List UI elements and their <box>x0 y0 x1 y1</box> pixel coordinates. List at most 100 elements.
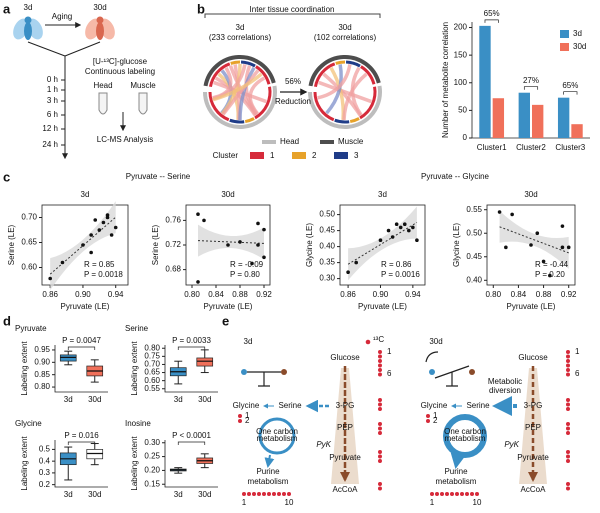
panel-label: d <box>3 313 11 328</box>
metabolite: Purine <box>444 467 468 476</box>
time-label: 12 h <box>42 124 58 133</box>
x-tick-label: 0.90 <box>373 290 389 299</box>
point <box>415 238 419 242</box>
x-tick-label: 3d <box>64 395 73 404</box>
carbon-dot <box>277 492 281 496</box>
y-axis-label: Serine (LE) <box>151 224 160 265</box>
label: [U-¹³C]-glucose <box>93 57 148 66</box>
metabolite: Serine <box>466 401 490 410</box>
point <box>411 225 415 230</box>
scale-label: 1 <box>430 498 435 507</box>
fly-head <box>96 16 104 24</box>
cluster-ring <box>254 86 272 120</box>
axis <box>54 345 108 393</box>
node <box>281 369 287 375</box>
scale-label: 1 <box>245 411 250 420</box>
bracket <box>177 346 206 350</box>
point <box>378 238 383 242</box>
point <box>541 259 546 264</box>
cluster-ring <box>229 118 245 124</box>
node <box>469 369 475 375</box>
cluster-ring <box>255 65 271 85</box>
point <box>402 222 407 226</box>
point <box>238 240 242 244</box>
carbon-dot <box>440 492 444 496</box>
point <box>109 233 114 237</box>
bar <box>518 92 530 138</box>
x-tick-label: Cluster2 <box>516 143 546 152</box>
point <box>93 218 98 222</box>
regression-line <box>499 226 569 254</box>
point <box>529 243 533 247</box>
bracket <box>484 19 499 23</box>
chart-title: Glycine <box>15 419 42 428</box>
tracer-dot <box>365 339 371 345</box>
chart-title: Pyruvate -- Glycine <box>421 172 490 181</box>
carbon-dot <box>470 492 474 496</box>
carbon-dot <box>378 486 382 491</box>
cycle-label: One carbon <box>256 427 298 436</box>
point <box>346 270 350 275</box>
metabolite: PEP <box>525 423 541 432</box>
y-tick-label: 0.80 <box>144 343 160 352</box>
label: (102 correlations) <box>314 33 377 42</box>
tube <box>138 92 148 115</box>
point <box>113 225 118 230</box>
scale-label: 2 <box>433 416 438 425</box>
carbon-dot <box>378 407 382 411</box>
panel-label: e <box>222 313 229 328</box>
scale-label: 1 <box>575 347 580 356</box>
point <box>394 222 399 226</box>
legend-label: Head <box>280 137 299 146</box>
bar <box>492 98 505 138</box>
point <box>262 255 266 260</box>
point <box>566 245 571 250</box>
y-tick-label: 0.40 <box>466 275 482 284</box>
carbon-dot <box>242 492 246 496</box>
y-tick-label: 0.55 <box>466 205 482 214</box>
legend-swatch <box>560 43 569 51</box>
y-axis-label: Labeling extent <box>130 341 139 396</box>
point <box>105 215 110 220</box>
y-tick-label: 0.68 <box>165 265 181 274</box>
y-axis-label: Number of metabolite correlation <box>441 22 450 138</box>
annotation: 65% <box>484 9 500 18</box>
carbon-dot <box>450 492 454 496</box>
x-tick-label: 3d <box>174 490 183 499</box>
y-axis-label: Labeling extent <box>130 436 139 491</box>
bracket <box>563 91 578 95</box>
x-tick-label: Cluster3 <box>555 143 585 152</box>
y-tick-label: 200 <box>454 23 468 32</box>
label: Head <box>93 81 112 90</box>
y-axis-label: Labeling extent <box>20 341 29 396</box>
y-tick-label: 0.60 <box>21 263 37 272</box>
side-title: 30d <box>429 337 442 346</box>
time-label: 24 h <box>42 140 58 149</box>
label: 3d <box>24 3 33 12</box>
point <box>89 233 93 237</box>
label: Muscle <box>130 81 156 90</box>
time-label: 3 h <box>47 96 58 105</box>
x-tick-label: 0.94 <box>108 290 124 299</box>
carbon-dot <box>378 350 382 354</box>
stat: R = 0.86 <box>381 260 412 269</box>
scale-label: 6 <box>387 369 392 378</box>
point <box>398 225 403 230</box>
carbon-dot <box>378 363 382 368</box>
x-axis-label: Pyruvate (LE) <box>358 302 407 311</box>
carbon-dot <box>566 407 570 411</box>
y-tick-label: 0.20 <box>144 466 160 475</box>
point <box>535 231 540 236</box>
legend-swatch <box>250 152 264 159</box>
x-tick-label: 0.92 <box>561 290 577 299</box>
x-axis-label: Pyruvate (LE) <box>507 302 556 311</box>
stat: P = 0.016 <box>64 431 99 440</box>
chart-title: Pyruvate <box>15 324 47 333</box>
y-tick-label: 0.45 <box>466 252 482 261</box>
stat: P = 0.20 <box>535 270 565 279</box>
metabolite: Pyruvate <box>329 453 361 462</box>
x-tick-label: 0.80 <box>485 290 501 299</box>
chart-title: Pyruvate -- Serine <box>126 172 191 181</box>
head-ring <box>308 85 382 129</box>
